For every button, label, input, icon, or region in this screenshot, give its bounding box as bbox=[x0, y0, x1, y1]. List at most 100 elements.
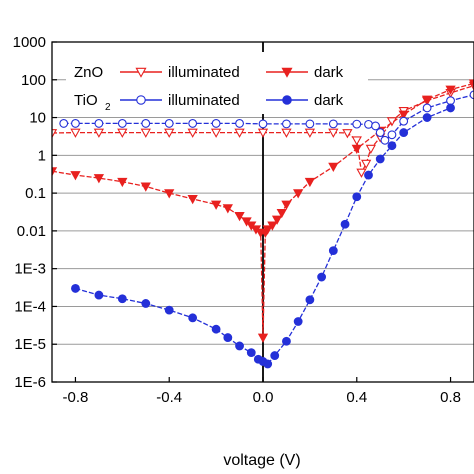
data-point bbox=[304, 128, 316, 138]
data-point bbox=[235, 341, 244, 351]
data-point bbox=[365, 144, 376, 155]
data-point bbox=[164, 189, 175, 199]
legend-marker bbox=[135, 67, 147, 78]
legend-label: dark bbox=[314, 92, 344, 109]
y-tick-label: 0.1 bbox=[25, 185, 46, 202]
data-point bbox=[257, 128, 269, 138]
data-point bbox=[70, 128, 81, 138]
data-point bbox=[164, 128, 175, 138]
data-point bbox=[117, 294, 127, 304]
data-point bbox=[188, 313, 198, 323]
data-point bbox=[52, 129, 58, 139]
data-point bbox=[257, 333, 269, 343]
x-tick-label: -0.8 bbox=[63, 389, 89, 406]
data-point bbox=[361, 159, 372, 170]
data-point bbox=[328, 128, 339, 138]
data-point bbox=[422, 113, 432, 122]
data-point bbox=[234, 128, 245, 138]
data-point bbox=[305, 119, 315, 129]
x-tick-label: 0.4 bbox=[346, 389, 367, 406]
legend-marker bbox=[282, 95, 292, 105]
data-point bbox=[141, 299, 151, 308]
data-point bbox=[117, 177, 128, 188]
y-tick-label: 1E-3 bbox=[14, 261, 46, 278]
x-tick-label: 0.0 bbox=[253, 389, 274, 406]
series-layer bbox=[52, 79, 474, 369]
x-tick-label: -0.4 bbox=[156, 389, 182, 406]
data-point bbox=[222, 204, 233, 214]
data-point bbox=[468, 79, 474, 89]
data-point bbox=[305, 295, 315, 305]
data-point bbox=[387, 141, 397, 151]
data-point bbox=[71, 118, 80, 128]
data-point bbox=[340, 219, 350, 229]
y-tick-label: 1E-6 bbox=[14, 374, 46, 391]
data-point bbox=[328, 246, 338, 256]
data-point bbox=[380, 135, 390, 145]
y-tick-label: 1E-4 bbox=[14, 298, 46, 315]
data-point bbox=[59, 118, 69, 128]
data-point bbox=[164, 305, 174, 315]
data-point bbox=[117, 118, 127, 128]
data-point bbox=[271, 215, 283, 225]
data-point bbox=[351, 144, 362, 155]
y-tick-label: 0.01 bbox=[17, 223, 46, 240]
data-point bbox=[94, 118, 104, 128]
data-point bbox=[267, 221, 278, 231]
data-point bbox=[293, 189, 304, 199]
data-point bbox=[187, 195, 198, 205]
data-point bbox=[270, 351, 280, 361]
legend-marker bbox=[281, 67, 293, 78]
y-tick-label: 100 bbox=[21, 72, 46, 89]
data-point bbox=[117, 128, 128, 138]
data-point bbox=[93, 174, 105, 184]
data-point bbox=[356, 168, 367, 178]
data-point bbox=[342, 129, 353, 139]
data-point bbox=[317, 272, 327, 282]
axis-ticks: 1E-6 1E-5 1E-4 1E-3 0.01 0.1 1 10 100 1000 -0.8 -0.… bbox=[13, 34, 461, 406]
data-point bbox=[223, 333, 233, 342]
data-point bbox=[262, 225, 273, 235]
data-point bbox=[364, 119, 373, 129]
legend-material: ZnO bbox=[74, 64, 103, 81]
data-point bbox=[52, 167, 58, 177]
data-point bbox=[263, 359, 273, 369]
data-point bbox=[281, 128, 292, 138]
y-tick-label: 10 bbox=[29, 110, 46, 127]
data-point bbox=[246, 348, 256, 358]
legend: ZnO illuminated dark TiO 2 illuminated dark bbox=[66, 52, 368, 114]
data-point bbox=[304, 177, 316, 188]
data-point bbox=[234, 211, 245, 222]
data-point bbox=[421, 95, 433, 105]
y-tick-label: 1000 bbox=[13, 34, 46, 51]
data-point bbox=[94, 290, 104, 300]
data-point bbox=[352, 119, 362, 129]
data-point bbox=[164, 118, 174, 128]
legend-material: TiO bbox=[74, 92, 98, 109]
data-point bbox=[140, 128, 151, 138]
y-tick-label: 1E-5 bbox=[14, 336, 46, 353]
data-point bbox=[445, 85, 456, 95]
legend-label: illuminated bbox=[168, 92, 240, 109]
legend-background bbox=[66, 52, 368, 114]
data-point bbox=[210, 128, 222, 138]
legend-label: illuminated bbox=[168, 64, 240, 81]
legend-label: dark bbox=[314, 64, 344, 81]
data-point bbox=[276, 208, 287, 219]
x-axis-title: voltage (V) bbox=[223, 452, 300, 469]
data-point bbox=[282, 336, 291, 346]
data-point bbox=[364, 170, 373, 180]
data-point bbox=[351, 136, 362, 146]
data-point bbox=[235, 118, 244, 128]
data-point bbox=[422, 103, 432, 113]
data-point bbox=[399, 116, 409, 126]
series bbox=[59, 90, 474, 145]
data-point bbox=[371, 121, 380, 131]
legend-marker bbox=[136, 95, 146, 105]
data-point bbox=[399, 128, 409, 138]
data-point bbox=[187, 128, 198, 138]
data-point bbox=[141, 118, 151, 128]
data-point bbox=[71, 284, 80, 293]
data-point bbox=[352, 192, 362, 202]
